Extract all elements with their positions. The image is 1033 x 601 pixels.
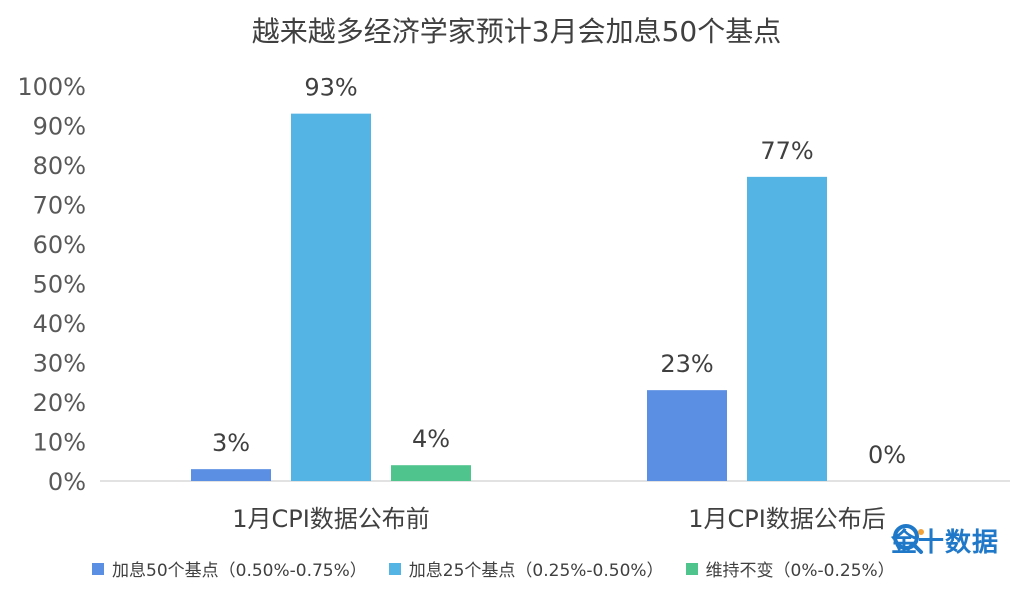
bar	[647, 390, 727, 481]
y-tick-label: 100%	[17, 73, 86, 101]
legend-item: 加息25个基点（0.25%-0.50%）	[388, 556, 664, 581]
chart-legend: 加息50个基点（0.50%-0.75%） 加息25个基点（0.25%-0.50%）…	[92, 556, 895, 581]
y-tick-label: 90%	[33, 113, 86, 141]
bar-data-label: 3%	[212, 429, 250, 457]
legend-item: 维持不变（0%-0.25%）	[685, 556, 895, 581]
bar-data-label: 23%	[660, 350, 713, 378]
legend-label: 维持不变（0%-0.25%）	[705, 561, 895, 581]
bar	[191, 469, 271, 481]
bar	[391, 465, 471, 481]
bar-data-label: 4%	[412, 425, 450, 453]
bar	[747, 176, 827, 481]
legend-label: 加息50个基点（0.50%-0.75%）	[112, 561, 367, 581]
watermark-text: 金十数据	[890, 528, 999, 558]
logo-icon	[892, 524, 924, 554]
chart-title: 越来越多经济学家预计3月会加息50个基点	[251, 15, 782, 48]
bar-data-label: 93%	[304, 74, 357, 102]
bar-data-label: 0%	[868, 441, 906, 469]
y-tick-label: 0%	[48, 468, 86, 496]
y-tick-label: 60%	[33, 231, 86, 259]
x-category-label: 1月CPI数据公布后	[688, 505, 886, 533]
y-tick-label: 10%	[33, 429, 86, 457]
y-tick-label: 30%	[33, 350, 86, 378]
y-tick-label: 40%	[33, 310, 86, 338]
bar-data-label: 77%	[760, 137, 813, 165]
x-category-label: 1月CPI数据公布前	[232, 505, 430, 533]
y-tick-label: 20%	[33, 389, 86, 417]
watermark-logo: 金十数据	[891, 522, 999, 559]
y-tick-label: 70%	[33, 192, 86, 220]
bar	[291, 113, 371, 482]
legend-swatch	[685, 562, 698, 575]
legend-swatch	[388, 562, 401, 575]
y-tick-label: 80%	[33, 152, 86, 180]
legend-swatch	[92, 562, 104, 575]
y-tick-label: 50%	[33, 271, 86, 299]
legend-item: 加息50个基点（0.50%-0.75%）	[92, 556, 367, 581]
legend-label: 加息25个基点（0.25%-0.50%）	[408, 561, 664, 581]
